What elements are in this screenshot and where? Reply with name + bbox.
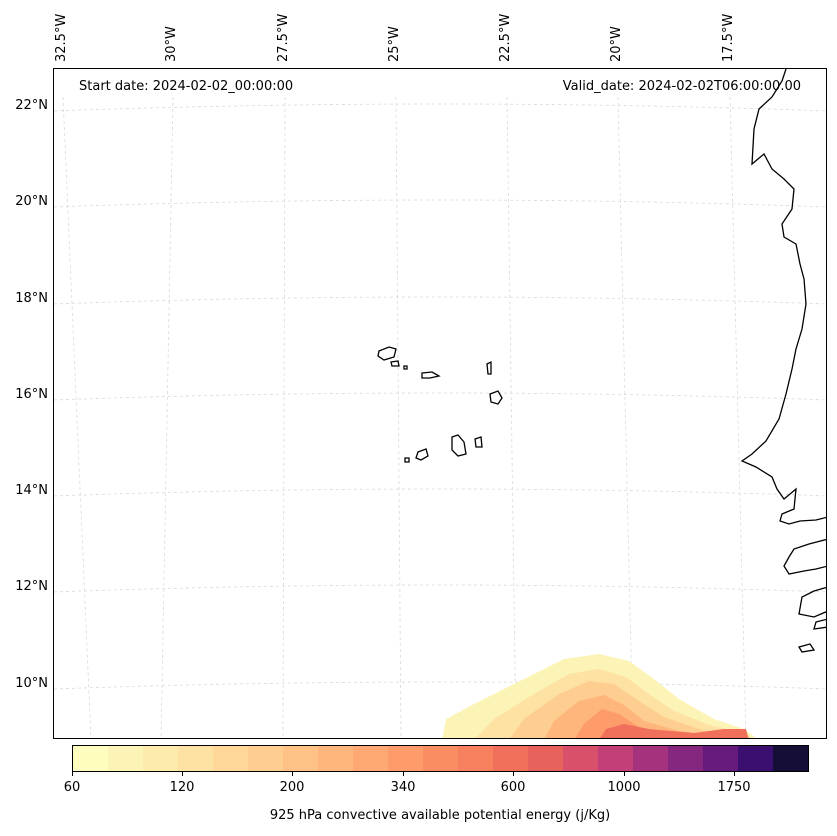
cape-verde-island (489, 390, 503, 405)
colorbar-tick-label: 60 (63, 780, 81, 795)
meridian-line (506, 96, 517, 738)
cape-verde-island (403, 365, 408, 370)
colorbar-swatch (283, 746, 318, 771)
colorbar-swatch (598, 746, 633, 771)
colorbar-swatch (668, 746, 703, 771)
cape-contour-band (600, 724, 749, 738)
meridian-line (282, 96, 286, 738)
cape-verde-island (415, 448, 429, 461)
valid-date-text: Valid_date: 2024-02-02T06:00:00.00 (562, 79, 801, 94)
meridian-line (617, 96, 634, 738)
longitude-label: 17.5°W (721, 13, 736, 62)
colorbar-swatch (563, 746, 598, 771)
african-coastline (798, 586, 826, 618)
colorbar-tick-mark (624, 772, 625, 776)
parallel-line (54, 488, 826, 497)
colorbar-tick-mark (513, 772, 514, 776)
colorbar-tick-mark (182, 772, 183, 776)
colorbar-swatch (493, 746, 528, 771)
colorbar-swatch (738, 746, 773, 771)
longitude-label: 25°W (387, 26, 402, 62)
latitude-label: 14°N (15, 483, 48, 498)
colorbar-swatch (248, 746, 283, 771)
colorbar-swatch (318, 746, 353, 771)
colorbar-swatch (423, 746, 458, 771)
african-coastline (783, 538, 826, 575)
longitude-label: 32.5°W (54, 13, 69, 62)
colorbar-tick-label: 200 (279, 780, 305, 795)
colorbar-swatch (388, 746, 423, 771)
cape-verde-island (390, 360, 400, 367)
parallel-line (54, 296, 826, 305)
colorbar-swatch (633, 746, 668, 771)
longitude-label: 20°W (609, 26, 624, 62)
meridian-line (729, 96, 747, 738)
cape-verde-island (474, 436, 483, 448)
parallel-line (54, 103, 826, 112)
colorbar-tick-label: 600 (500, 780, 526, 795)
latitude-label: 10°N (15, 676, 48, 691)
colorbar-swatch (108, 746, 143, 771)
cape-verde-island (486, 360, 492, 375)
cape-verde-island (451, 434, 467, 457)
colorbar-swatch (73, 746, 108, 771)
parallel-line (54, 681, 826, 690)
colorbar-swatch (773, 746, 808, 771)
colorbar-swatch (213, 746, 248, 771)
latitude-label: 16°N (15, 387, 48, 402)
colorbar-swatch (458, 746, 493, 771)
graticule (54, 96, 826, 738)
colorbar-tick-label: 340 (390, 780, 416, 795)
longitude-label: 30°W (164, 26, 179, 62)
colorbar-tick-label: 1000 (607, 780, 641, 795)
colorbar-tick-mark (403, 772, 404, 776)
colorbar-label: 925 hPa convective available potential e… (269, 808, 611, 823)
african-coastline (740, 69, 826, 525)
african-coastline (813, 618, 826, 630)
colorbar-tick-label: 120 (169, 780, 195, 795)
colorbar-tick-label: 1750 (717, 780, 751, 795)
latitude-label: 22°N (15, 98, 48, 113)
parallel-line (54, 199, 826, 208)
latitude-label: 18°N (15, 291, 48, 306)
longitude-label: 22.5°W (498, 13, 513, 62)
colorbar-swatch (703, 746, 738, 771)
colorbar-swatch (178, 746, 213, 771)
cape-verde-island (404, 457, 410, 463)
meridian-line (160, 96, 174, 738)
cape-filled-contours (442, 654, 757, 738)
latitude-label: 12°N (15, 579, 48, 594)
cape-verde-island (377, 346, 397, 361)
colorbar-swatch (143, 746, 178, 771)
parallel-line (54, 584, 826, 593)
meridian-line (395, 96, 402, 738)
longitude-label: 27.5°W (276, 13, 291, 62)
african-coastline (798, 643, 816, 653)
cape-verde-island (421, 371, 441, 379)
start-date-text: Start date: 2024-02-02_00:00:00 (79, 79, 294, 94)
parallel-line (54, 392, 826, 401)
colorbar-tick-mark (734, 772, 735, 776)
colorbar-tick-mark (292, 772, 293, 776)
map-canvas (54, 69, 826, 738)
colorbar-tick-mark (72, 772, 73, 776)
colorbar (72, 745, 809, 772)
map-panel: Start date: 2024-02-02_00:00:00 Valid_da… (53, 68, 827, 739)
coastlines (377, 69, 826, 653)
colorbar-swatch (528, 746, 563, 771)
colorbar-swatch (353, 746, 388, 771)
meridian-line (62, 96, 92, 738)
latitude-label: 20°N (15, 194, 48, 209)
